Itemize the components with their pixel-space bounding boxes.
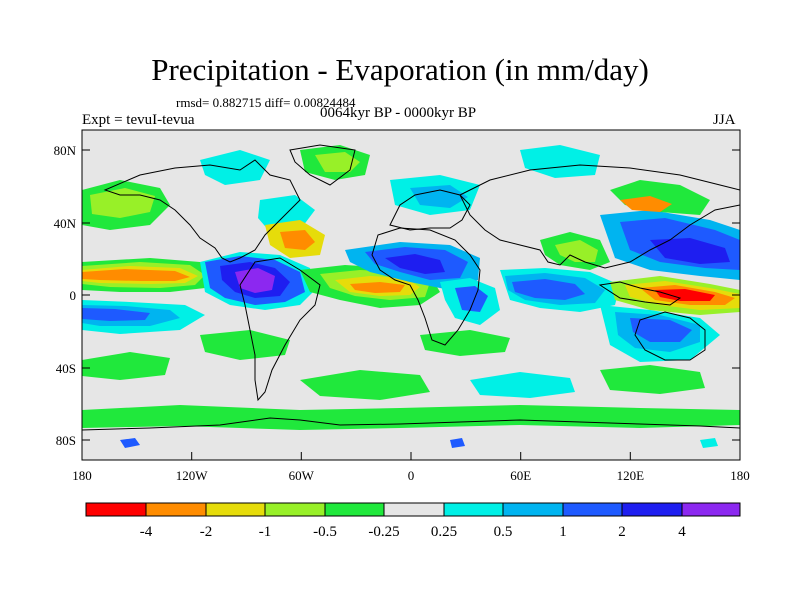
anomaly-field (82, 145, 740, 448)
colorbar-label-5: 0.25 (431, 524, 457, 540)
experiment-label: Expt = tevuI-tevua (82, 112, 195, 128)
colorbar-box-8 (562, 502, 623, 517)
x-tick-label-60w: 60W (289, 468, 315, 483)
x-axis (81, 452, 741, 460)
field-patch (455, 286, 488, 312)
y-tick-label-40n: 40N (54, 216, 77, 231)
field-patch (655, 289, 715, 301)
x-tick-label-180w: 180 (72, 468, 92, 483)
field-patch (82, 308, 150, 321)
field-patch (555, 240, 598, 262)
field-patch (450, 438, 465, 448)
x-tick-label-0: 0 (408, 468, 415, 483)
field-patch (300, 370, 430, 400)
field-patch (600, 365, 705, 394)
y-tick-label-0: 0 (70, 288, 77, 303)
field-patch (385, 254, 445, 274)
field-patch (200, 150, 270, 185)
coastline-south-america (239, 257, 321, 402)
field-patch (82, 405, 740, 430)
colorbar-box-1 (145, 502, 207, 517)
plot-title: Precipitation - Evaporation (in mm/day) (151, 52, 649, 87)
field-patch (520, 145, 600, 178)
coastline-indonesia (598, 281, 682, 306)
time-period-label: 0064kyr BP - 0000kyr BP (320, 105, 477, 121)
colorbar (85, 502, 741, 517)
coastline-antarctica (82, 417, 740, 431)
coastlines (82, 144, 740, 431)
field-patch (280, 230, 315, 250)
colorbar-box-6 (443, 502, 504, 517)
field-patch (650, 238, 730, 264)
x-tick-label-120w: 120W (176, 468, 209, 483)
colorbar-label-2: -1 (259, 524, 272, 540)
coastline-europe (389, 189, 471, 231)
coastline-north-america (103, 159, 301, 263)
colorbar-label-4: -0.25 (368, 524, 399, 540)
coastline-asia (459, 164, 740, 269)
colorbar-box-2 (205, 502, 266, 517)
field-patch (410, 185, 468, 208)
colorbar-label-6: 0.5 (494, 524, 513, 540)
y-tick-labels: 80N 40N 0 40S 80S (54, 143, 77, 448)
colorbar-label-1: -2 (200, 524, 213, 540)
field-patch (200, 330, 290, 360)
x-tick-label-180e: 180 (730, 468, 750, 483)
season-label: JJA (713, 112, 736, 128)
field-patch (512, 279, 585, 300)
coastline-africa (371, 227, 481, 346)
field-patch (470, 372, 575, 398)
colorbar-box-3 (264, 502, 326, 517)
x-tick-label-60e: 60E (510, 468, 531, 483)
field-patch (630, 318, 692, 342)
colorbar-box-0 (85, 502, 147, 517)
field-patch (235, 268, 275, 293)
x-tick-label-120e: 120E (617, 468, 645, 483)
colorbar-label-7: 1 (559, 524, 567, 540)
field-patch (315, 152, 360, 172)
field-patch (700, 438, 718, 448)
coastline-greenland (289, 144, 356, 186)
colorbar-label-3: -0.5 (313, 524, 337, 540)
y-tick-label-80s: 80S (56, 433, 76, 448)
colorbar-label-0: -4 (140, 524, 153, 540)
y-axis (82, 149, 740, 441)
field-patch (120, 438, 140, 448)
colorbar-box-4 (324, 502, 385, 517)
field-patch (82, 269, 190, 281)
field-patch (350, 282, 405, 293)
y-tick-label-40s: 40S (56, 361, 76, 376)
colorbar-label-9: 4 (678, 524, 686, 540)
colorbar-labels: -4 -2 -1 -0.5 -0.25 0.25 0.5 1 2 4 (140, 524, 687, 540)
colorbar-box-5 (383, 502, 445, 517)
coastline-australia (634, 311, 706, 361)
field-patch (420, 330, 510, 356)
colorbar-box-7 (502, 502, 564, 517)
colorbar-label-8: 2 (618, 524, 626, 540)
colorbar-box-10 (681, 502, 741, 517)
rmsd-diff-stats: rmsd= 0.882715 diff= 0.00824484 (176, 95, 356, 110)
y-tick-label-80n: 80N (54, 143, 77, 158)
x-tick-labels: 180 120W 60W 0 60E 120E 180 (72, 468, 750, 483)
colorbar-box-9 (621, 502, 683, 517)
field-patch (620, 196, 672, 212)
field-patch (82, 352, 170, 380)
